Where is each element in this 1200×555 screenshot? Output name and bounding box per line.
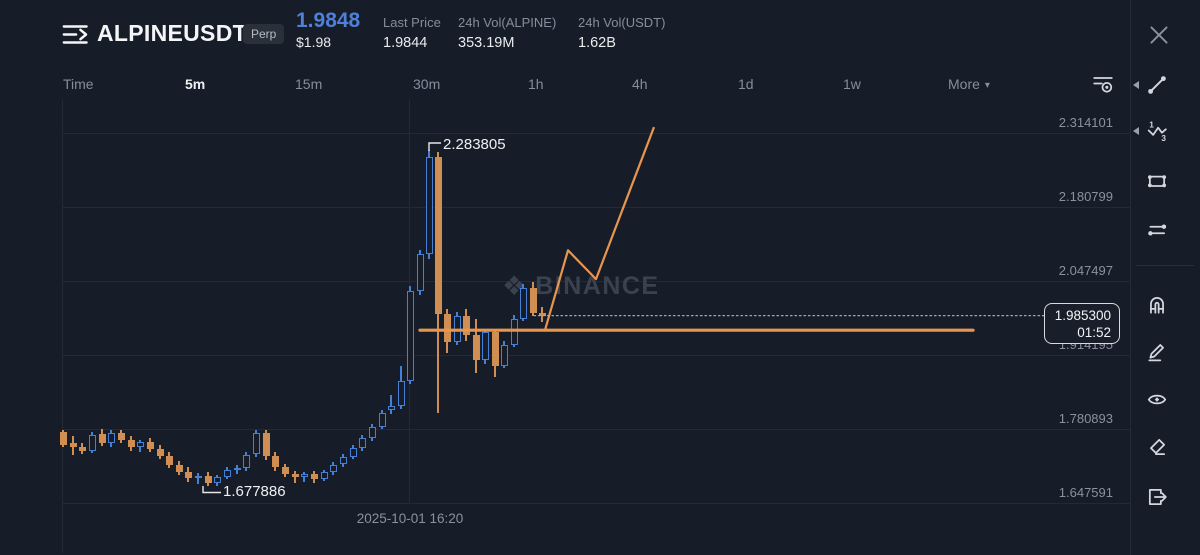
price-axis-label: 2.314101 xyxy=(1058,115,1113,131)
mark-price: 1.9848 xyxy=(296,9,361,32)
indicator-settings-icon[interactable] xyxy=(1092,73,1114,95)
position-lines-icon xyxy=(1148,224,1167,236)
draw-tool[interactable] xyxy=(1141,335,1173,367)
price-axis-label: 2.047497 xyxy=(1058,263,1113,279)
tab-1w[interactable]: 1w xyxy=(843,76,861,92)
stat-label: 24h Vol(ALPINE) xyxy=(458,15,557,30)
last-price-tag: 1.985300 01:52 xyxy=(1044,303,1120,344)
flyout-arrow-icon[interactable] xyxy=(1133,126,1139,135)
tab-1d[interactable]: 1d xyxy=(738,76,754,92)
svg-text:1: 1 xyxy=(1149,121,1154,130)
stat-label: 24h Vol(USDT) xyxy=(578,15,666,30)
trend-line-icon xyxy=(1148,76,1166,94)
wave-pattern-tool[interactable]: 1 3 xyxy=(1141,115,1173,147)
tab-time[interactable]: Time xyxy=(63,76,94,92)
magnet-tool[interactable] xyxy=(1141,289,1173,321)
time-axis-label: 2025-10-01 16:20 xyxy=(356,511,464,526)
shapes-tool[interactable] xyxy=(1141,165,1173,197)
chevron-down-icon: ▾ xyxy=(984,80,990,91)
magnet-icon xyxy=(1150,296,1164,314)
symbol-title: ALPINEUSDT xyxy=(97,20,247,46)
visibility-tool[interactable] xyxy=(1141,383,1173,415)
trend-line-tool[interactable] xyxy=(1141,69,1173,101)
usd-price: $1.98 xyxy=(296,34,332,50)
stat-value: 1.9844 xyxy=(383,35,428,51)
tab-1h[interactable]: 1h xyxy=(528,76,544,92)
export-tool[interactable] xyxy=(1141,481,1173,513)
position-lines-tool[interactable] xyxy=(1141,214,1173,246)
tab-15m[interactable]: 15m xyxy=(295,76,323,92)
eye-icon xyxy=(1147,394,1167,405)
tab-5m[interactable]: 5m xyxy=(185,76,206,92)
stat-label: Last Price xyxy=(383,15,441,30)
tab-30m[interactable]: 30m xyxy=(413,76,441,92)
watermark-text: BINANCE xyxy=(535,272,660,300)
more-dropdown[interactable]: More ▾ xyxy=(948,76,990,92)
price-axis-label: 1.780893 xyxy=(1058,411,1113,426)
pencil-icon xyxy=(1148,344,1164,362)
low-price-annotation: 1.677886 xyxy=(223,483,286,500)
wave-pattern-icon: 1 3 xyxy=(1147,121,1167,142)
tab-4h[interactable]: 4h xyxy=(632,76,648,92)
shapes-icon xyxy=(1147,175,1167,188)
high-price-annotation: 2.283805 xyxy=(443,136,506,153)
eraser-tool[interactable] xyxy=(1141,431,1173,463)
sidebar-section-divider xyxy=(1136,265,1194,266)
stat-value: 1.62B xyxy=(578,35,616,51)
svg-text:3: 3 xyxy=(1161,134,1166,142)
stat-value: 353.19M xyxy=(458,35,515,51)
last-price-tag-price: 1.985300 xyxy=(1054,308,1111,323)
last-price-tag-countdown: 01:52 xyxy=(1077,325,1111,340)
close-icon[interactable] xyxy=(1146,22,1172,48)
eraser-icon xyxy=(1150,438,1166,456)
flyout-arrow-icon[interactable] xyxy=(1133,80,1139,89)
export-icon xyxy=(1148,488,1167,506)
symbol-list-icon[interactable] xyxy=(62,21,89,48)
contract-type-badge: Perp xyxy=(243,24,285,44)
price-axis-label: 2.180799 xyxy=(1058,189,1113,205)
sidebar-divider xyxy=(1130,0,1131,555)
price-axis-label: 1.647591 xyxy=(1058,485,1113,500)
